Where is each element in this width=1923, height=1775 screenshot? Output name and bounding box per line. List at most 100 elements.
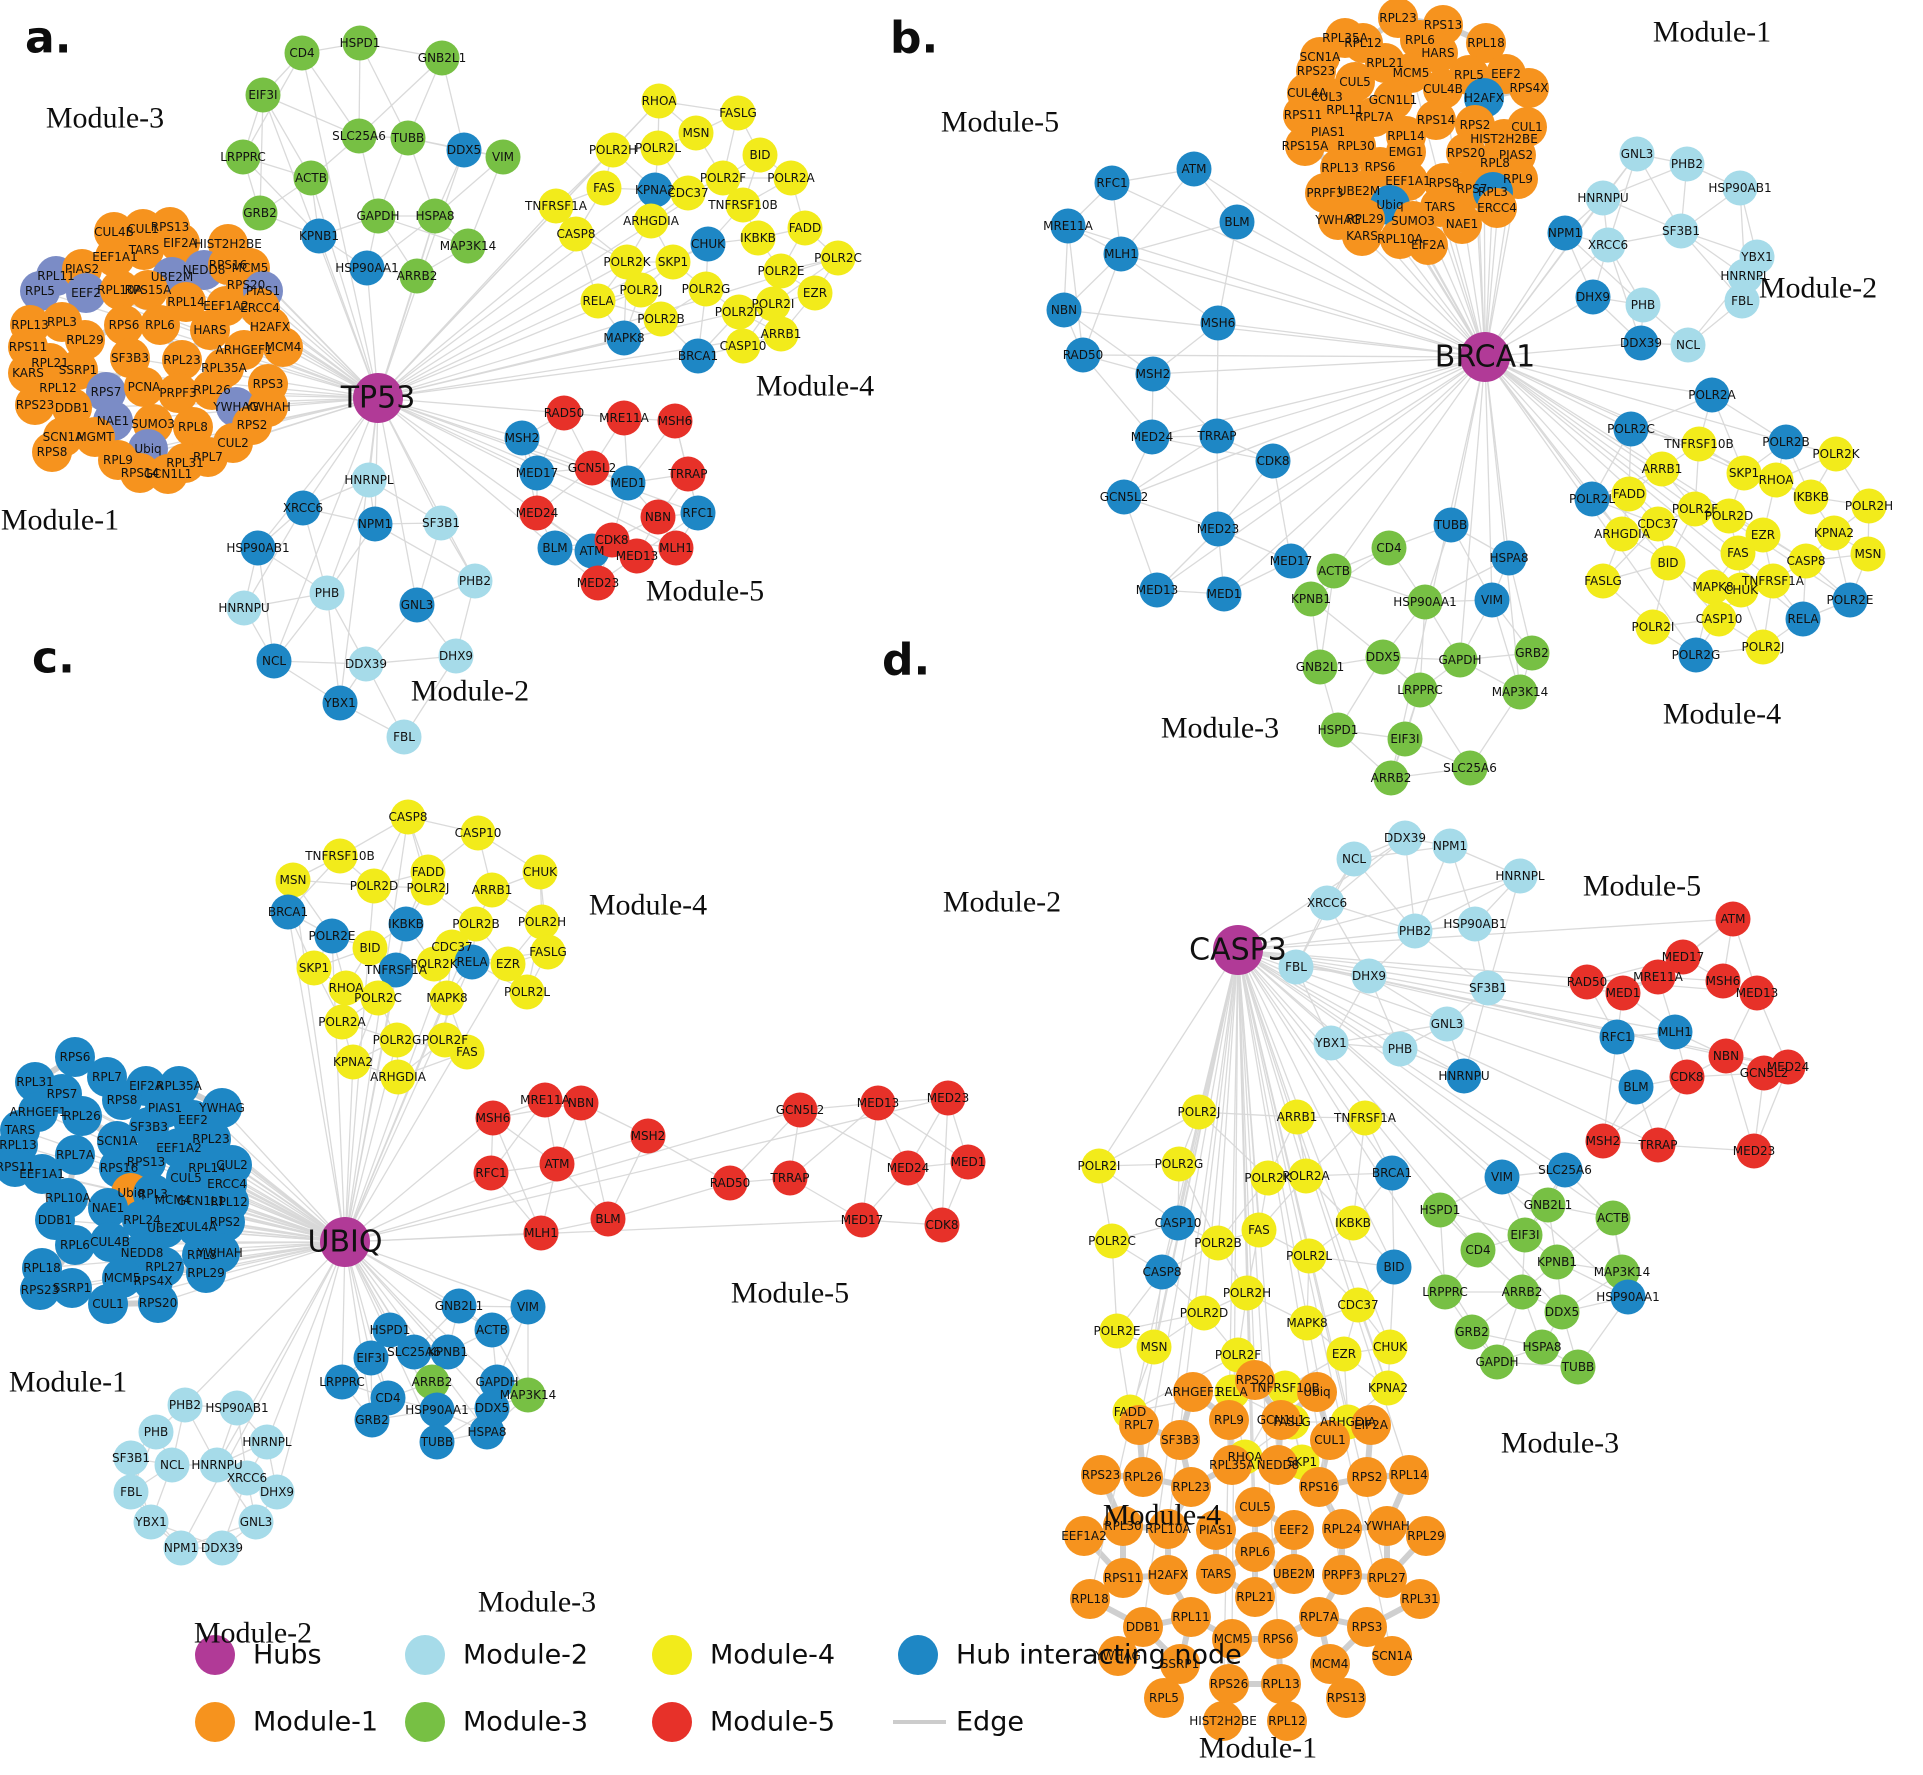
node-POLR2H — [1851, 488, 1887, 524]
node-RPS20 — [138, 1283, 178, 1323]
node-RPL24 — [1322, 1509, 1362, 1549]
node-RPL10A — [1148, 1509, 1188, 1549]
node-EIF2A — [160, 223, 200, 263]
node-MAPK8 — [1695, 569, 1731, 605]
edge — [374, 523, 476, 582]
node-TUBB — [390, 120, 426, 156]
edge — [1352, 1117, 1366, 1224]
node-ATM — [1176, 151, 1212, 187]
node-RPL14 — [166, 282, 206, 322]
node-DHX9 — [259, 1474, 295, 1510]
node-MLH1 — [1657, 1014, 1693, 1050]
node-ACTB — [1595, 1200, 1631, 1236]
node-XRCC6 — [1590, 227, 1626, 263]
node-KPNB1 — [430, 1334, 466, 1370]
edge — [1602, 1076, 1688, 1142]
node-POLR2B — [643, 301, 679, 337]
node-VIM — [510, 1289, 546, 1325]
legend-label-Module-3: Module-3 — [463, 1707, 588, 1738]
edge — [344, 1061, 354, 1243]
node-POLR2C — [820, 240, 856, 276]
node-MED13 — [1739, 975, 1775, 1011]
node-CASP10 — [1701, 601, 1737, 637]
legend-swatch-Hubs — [195, 1635, 235, 1675]
node-FBL — [1724, 283, 1760, 319]
node-POLR2H — [1229, 1275, 1265, 1311]
node-EIF3I — [353, 1340, 389, 1376]
panel-letter-c: c. — [32, 633, 75, 684]
node-RPL23 — [1171, 1467, 1211, 1507]
node-POLR2H — [595, 132, 631, 168]
module-title-a-Module-1: Module-1 — [1, 504, 119, 537]
edge — [1237, 949, 1307, 1177]
node-ACTB — [474, 1312, 510, 1348]
node-TUBB — [1560, 1349, 1596, 1385]
legend-label-Hub interacting node: Hub interacting node — [956, 1640, 1242, 1671]
node-ATM — [539, 1146, 575, 1182]
node-POLR2D — [356, 868, 392, 904]
node-HSPA8 — [1491, 540, 1527, 576]
edge — [1082, 253, 1122, 356]
node-POLR2E — [1099, 1313, 1135, 1349]
node-VIM — [1474, 582, 1510, 618]
edge — [877, 1102, 969, 1163]
node-MCM4 — [1310, 1644, 1350, 1684]
node-RPS14 — [120, 453, 160, 493]
node-MAP3K14 — [450, 228, 486, 264]
edge — [861, 1102, 879, 1221]
node-RPS2 — [205, 1202, 245, 1242]
node-TARS — [1196, 1554, 1236, 1594]
node-RPS8 — [32, 432, 72, 472]
node-DHX9 — [1351, 958, 1387, 994]
edge — [1098, 949, 1239, 1167]
node-POLR2A — [1288, 1158, 1324, 1194]
node-NAE1 — [1442, 204, 1482, 244]
edge — [1484, 197, 1604, 358]
node-GRB2 — [1514, 635, 1550, 671]
edge — [1484, 356, 1521, 693]
node-XRCC6 — [229, 1460, 265, 1496]
edge — [266, 1241, 346, 1443]
node-NBN — [1708, 1038, 1744, 1074]
node-CASP8 — [558, 216, 594, 252]
node-H2AFX — [1148, 1555, 1188, 1595]
edge — [1067, 225, 1486, 358]
node-DDX39 — [204, 1530, 240, 1566]
edge — [344, 1241, 449, 1353]
module-title-c-Module-1: Module-1 — [9, 1366, 127, 1399]
node-SLC25A6 — [396, 1334, 432, 1370]
node-CUL4B — [1423, 69, 1463, 109]
node-MAP3K14 — [1502, 674, 1538, 710]
node-HSP90AB1 — [240, 530, 276, 566]
node-POLR2A — [773, 160, 809, 196]
edge — [1120, 168, 1195, 255]
node-NPM1 — [1547, 215, 1583, 251]
node-GAPDH — [1442, 642, 1478, 678]
node-MSH2 — [1585, 1123, 1621, 1159]
node-KARS — [8, 353, 48, 393]
node-MED1 — [1206, 576, 1242, 612]
node-GCN5L2 — [574, 450, 610, 486]
node-TRRAP — [772, 1160, 808, 1196]
node-EEF2 — [66, 273, 106, 313]
node-FBL — [1278, 949, 1314, 985]
hub-node-UBIQ — [320, 1217, 370, 1267]
node-RPL7A — [1299, 1597, 1339, 1637]
node-RPS8 — [102, 1080, 142, 1120]
node-CUL4B — [90, 1222, 130, 1262]
edge — [377, 397, 476, 582]
node-MAP3K14 — [510, 1377, 546, 1413]
node-RFC1 — [680, 495, 716, 531]
edge — [344, 1117, 494, 1243]
edge — [1487, 875, 1521, 989]
node-FASLG — [720, 95, 756, 131]
node-HNRNPU — [199, 1447, 235, 1483]
legend-swatch-Module-3 — [405, 1702, 445, 1742]
node-EIF3I — [1387, 721, 1423, 757]
node-MSN — [275, 862, 311, 898]
node-SLC25A6 — [341, 118, 377, 154]
edge — [292, 879, 346, 1243]
edge — [344, 1172, 492, 1243]
node-NBN — [1046, 292, 1082, 328]
